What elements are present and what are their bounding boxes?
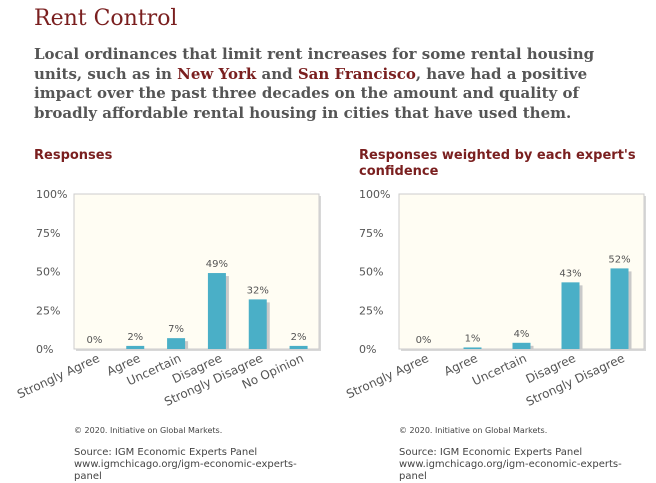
city-new-york: New York xyxy=(177,64,257,83)
source-text: Source: IGM Economic Experts Panel xyxy=(399,447,583,458)
bar xyxy=(463,347,482,349)
bar xyxy=(167,338,186,349)
bar xyxy=(561,282,580,349)
question-part-1: Local ordinances that limit rent increas… xyxy=(34,45,595,83)
data-label: 49% xyxy=(206,259,228,270)
y-tick-label: 75% xyxy=(36,227,60,240)
data-label: 32% xyxy=(247,285,269,296)
y-tick-label: 50% xyxy=(359,266,383,279)
y-tick-label: 0% xyxy=(36,343,53,356)
page-title: Rent Control xyxy=(34,6,178,31)
question-text: Local ordinances that limit rent increas… xyxy=(34,45,644,123)
data-label: 2% xyxy=(127,332,143,343)
y-tick-label: 100% xyxy=(36,188,67,201)
source-url: www.igmchicago.org/igm-economic-experts-… xyxy=(399,459,622,482)
data-label: 2% xyxy=(291,332,307,343)
footer-left: © 2020. Initiative on Global Markets. So… xyxy=(74,425,324,483)
bar xyxy=(289,345,308,349)
data-label: 0% xyxy=(86,335,102,346)
copyright-text: © 2020. Initiative on Global Markets. xyxy=(74,426,223,435)
y-tick-label: 75% xyxy=(359,227,383,240)
y-tick-label: 50% xyxy=(36,266,60,279)
source-text: Source: IGM Economic Experts Panel xyxy=(74,447,258,458)
city-san-francisco: San Francisco xyxy=(297,64,416,83)
y-tick-label: 25% xyxy=(359,304,383,317)
question-part-2: and xyxy=(256,64,298,83)
plot-area xyxy=(398,193,645,350)
copyright-text: © 2020. Initiative on Global Markets. xyxy=(399,426,548,435)
data-label: 7% xyxy=(168,324,184,335)
bar xyxy=(610,268,629,349)
data-label: 0% xyxy=(416,335,432,346)
chart-title-responses: Responses xyxy=(34,148,113,163)
y-tick-label: 25% xyxy=(36,304,60,317)
source-url: www.igmchicago.org/igm-economic-experts-… xyxy=(74,459,297,482)
bar xyxy=(248,299,267,349)
chart-title-weighted: Responses weighted by each expert's conf… xyxy=(359,148,636,179)
question-part-3: , have had a positive impact over the pa… xyxy=(34,64,588,122)
data-label: 43% xyxy=(559,268,581,279)
x-tick-label: Uncertain xyxy=(470,351,529,388)
footer-right: © 2020. Initiative on Global Markets. So… xyxy=(399,425,649,483)
y-tick-label: 0% xyxy=(359,343,376,356)
data-label: 1% xyxy=(465,333,481,344)
plot-area xyxy=(73,193,320,350)
bar xyxy=(512,342,531,349)
bar xyxy=(126,345,145,349)
bar xyxy=(207,273,226,349)
x-tick-label: Strongly Agree xyxy=(344,351,431,401)
data-label: 4% xyxy=(514,329,530,340)
y-tick-label: 100% xyxy=(359,188,390,201)
data-label: 52% xyxy=(608,254,630,265)
